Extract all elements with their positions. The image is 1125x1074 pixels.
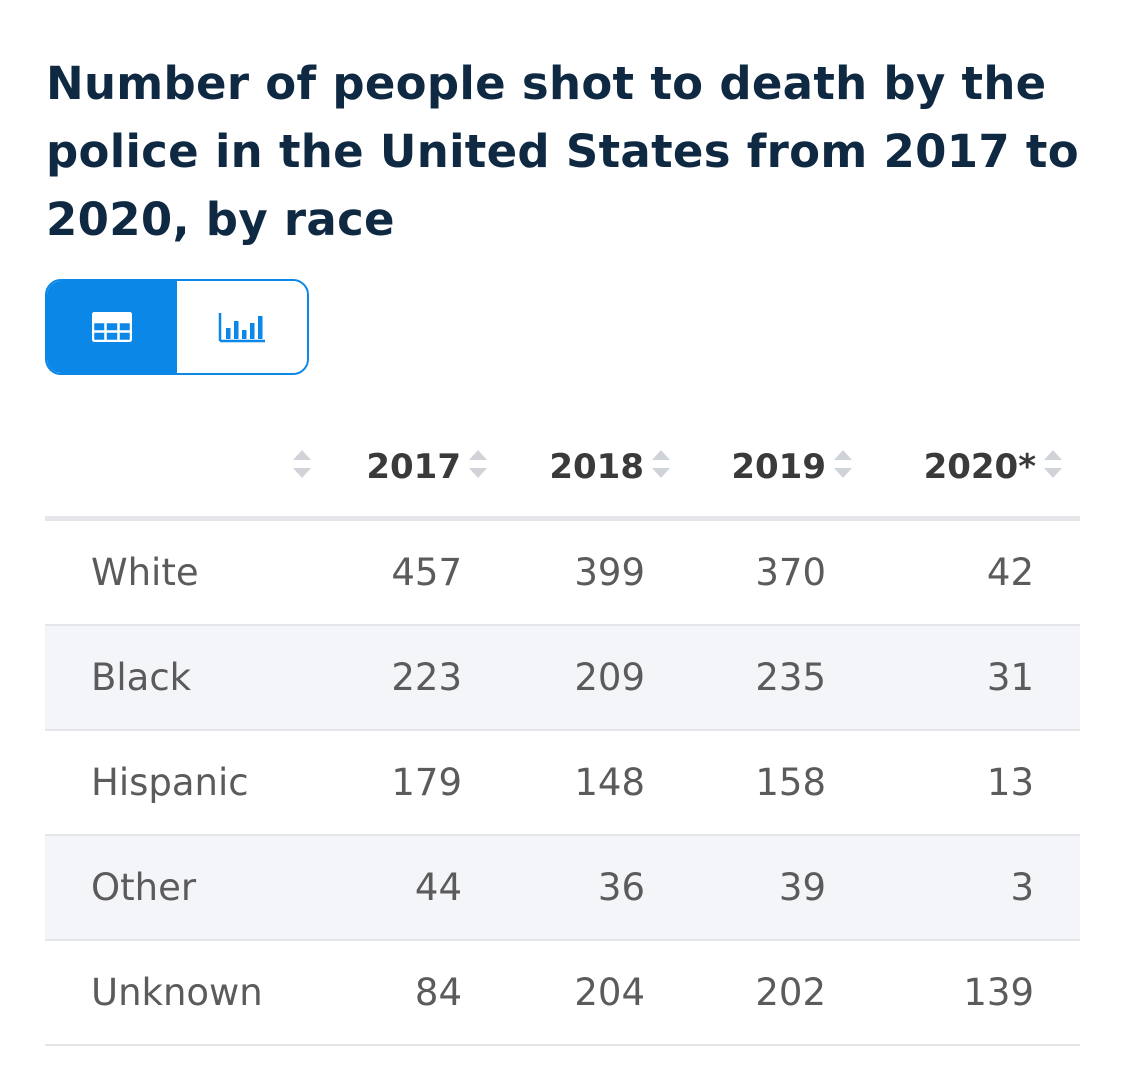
column-header-2019[interactable]: 2019 (678, 420, 860, 521)
table-cell: 44 (315, 835, 495, 941)
table-cell: 84 (315, 940, 495, 1046)
column-header-text: 2020* (923, 447, 1036, 487)
table-row: White 457 399 370 42 (45, 518, 1080, 626)
table-cell: 36 (495, 835, 678, 941)
table-cell: 399 (495, 518, 678, 626)
table-cell: 139 (860, 940, 1080, 1046)
table-row: Hispanic 179 148 158 13 (45, 730, 1080, 836)
row-label: White (45, 518, 315, 626)
column-header-text: 2018 (549, 447, 644, 487)
column-header-2020[interactable]: 2020* (860, 420, 1080, 521)
table-row: Unknown 84 204 202 139 (45, 940, 1080, 1046)
row-label: Hispanic (45, 730, 315, 836)
sort-icon[interactable] (832, 448, 854, 489)
data-table: 2017 2018 2019 2020* (45, 420, 1080, 1046)
column-header-text: 2019 (731, 447, 826, 487)
table-cell: 223 (315, 625, 495, 731)
table-cell: 457 (315, 518, 495, 626)
table-cell: 204 (495, 940, 678, 1046)
row-label: Unknown (45, 940, 315, 1046)
table-cell: 370 (678, 518, 860, 626)
table-cell: 202 (678, 940, 860, 1046)
table-cell: 3 (860, 835, 1080, 941)
sort-icon[interactable] (650, 448, 672, 489)
table-row: Black 223 209 235 31 (45, 625, 1080, 731)
table-cell: 148 (495, 730, 678, 836)
table-cell: 179 (315, 730, 495, 836)
sort-icon[interactable] (1042, 448, 1064, 489)
table-icon (92, 312, 132, 342)
chart-title: Number of people shot to death by the po… (46, 57, 1079, 246)
row-label: Other (45, 835, 315, 941)
column-header-text: 2017 (366, 447, 461, 487)
table-view-button[interactable] (47, 281, 177, 373)
table-cell: 31 (860, 625, 1080, 731)
table-cell: 235 (678, 625, 860, 731)
table-cell: 39 (678, 835, 860, 941)
sort-icon[interactable] (291, 448, 313, 489)
bar-chart-icon (218, 313, 265, 343)
table-header-row: 2017 2018 2019 2020* (45, 420, 1080, 521)
column-header-2018[interactable]: 2018 (495, 420, 678, 521)
column-header-label[interactable] (45, 420, 315, 521)
table-cell: 209 (495, 625, 678, 731)
table-cell: 42 (860, 518, 1080, 626)
chart-view-button[interactable] (177, 281, 307, 373)
column-header-2017[interactable]: 2017 (315, 420, 495, 521)
data-table-container: 2017 2018 2019 2020* (45, 420, 1080, 1046)
view-toggle (45, 279, 309, 375)
table-cell: 158 (678, 730, 860, 836)
sort-icon[interactable] (467, 448, 489, 489)
table-row: Other 44 36 39 3 (45, 835, 1080, 941)
row-label: Black (45, 625, 315, 731)
table-cell: 13 (860, 730, 1080, 836)
